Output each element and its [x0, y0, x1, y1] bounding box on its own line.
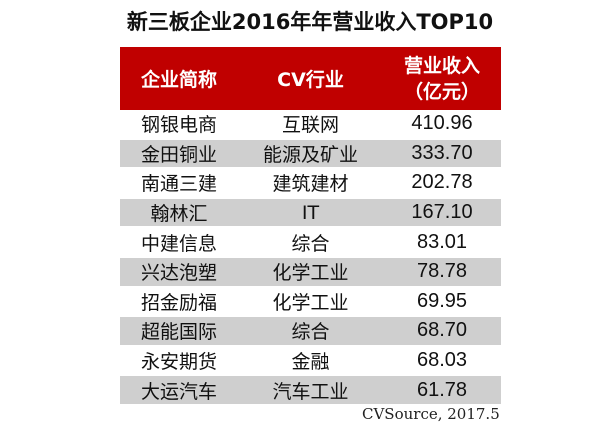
cell-revenue: 68.03	[416, 349, 468, 372]
table-row: 翰林汇 IT 167.10	[120, 198, 501, 229]
cell-revenue: 202.78	[411, 171, 473, 194]
table-row: 永安期货 金融 68.03	[120, 346, 501, 377]
cell-company: 钢银电商	[140, 114, 217, 137]
table-row: 金田铜业 能源及矿业 333.70	[120, 139, 501, 170]
cell-industry: 能源及矿业	[262, 143, 358, 166]
cell-revenue: 167.10	[411, 201, 473, 224]
table-row: 兴达泡塑 化学工业 78.78	[120, 257, 501, 288]
cell-industry: 化学工业	[272, 291, 349, 314]
table-row: 大运汽车 汽车工业 61.78	[120, 376, 501, 406]
table-row: 钢银电商 互联网 410.96	[120, 110, 501, 140]
table-row: 招金励福 化学工业 69.95	[120, 287, 501, 318]
cell-company: 兴达泡塑	[140, 262, 217, 285]
header-company: 企业简称	[140, 69, 217, 91]
cell-industry: 建筑建材	[272, 173, 349, 196]
table-row: 超能国际 综合 68.70	[120, 317, 501, 347]
source-note: CVSource, 2017.5	[362, 405, 500, 423]
table-row: 南通三建 建筑建材 202.78	[120, 169, 501, 199]
cell-industry: 汽车工业	[272, 380, 349, 403]
cell-revenue: 78.78	[416, 260, 468, 283]
cell-company: 大运汽车	[140, 380, 217, 403]
table-title: 新三板企业2016年年营业收入TOP10	[126, 10, 494, 34]
header-revenue-line2: （亿元）	[403, 80, 480, 103]
revenue-table: 企业简称 CV行业 营业收入 （亿元） 钢银电商 互联网 410.96 金田铜业…	[120, 47, 501, 406]
header-revenue: 营业收入 （亿元）	[383, 53, 501, 105]
table-header-row: 企业简称 CV行业 营业收入 （亿元）	[120, 47, 501, 110]
cell-revenue: 69.95	[416, 289, 468, 312]
cell-company: 翰林汇	[150, 203, 208, 226]
cell-revenue: 333.70	[411, 141, 473, 164]
cell-industry: 综合	[291, 232, 330, 255]
cell-company: 金田铜业	[140, 143, 217, 166]
cell-industry: IT	[301, 201, 320, 224]
table-row: 中建信息 综合 83.01	[120, 228, 501, 258]
cell-company: 永安期货	[140, 351, 217, 374]
cell-industry: 综合	[291, 321, 330, 344]
cell-revenue: 68.70	[416, 319, 468, 342]
cell-company: 中建信息	[140, 232, 217, 255]
cell-revenue: 61.78	[416, 378, 468, 401]
header-revenue-line1: 营业收入	[403, 54, 480, 77]
cell-industry: 互联网	[281, 114, 339, 137]
header-industry: CV行业	[277, 69, 344, 91]
cell-company: 招金励福	[140, 291, 217, 314]
cell-industry: 化学工业	[272, 262, 349, 285]
cell-company: 南通三建	[140, 173, 217, 196]
cell-industry: 金融	[291, 351, 330, 374]
cell-revenue: 410.96	[411, 112, 473, 135]
cell-company: 超能国际	[140, 321, 217, 344]
cell-revenue: 83.01	[416, 230, 468, 253]
